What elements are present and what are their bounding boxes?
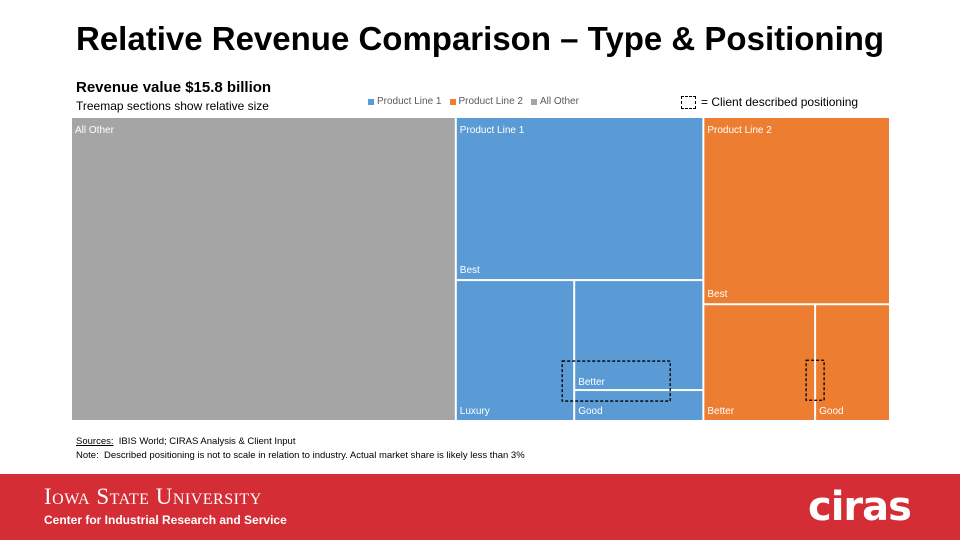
legend-item-all-other: All Other [531,96,579,107]
cell-pl1-best [456,118,703,280]
note-text: Described positioning is not to scale in… [104,450,525,461]
legend-swatch [449,98,456,105]
group-label-product-line-1: Product Line 1 [460,125,525,136]
cell-label-pl1-better: Better [578,377,605,388]
ciras-logo: ciras [808,484,912,530]
client-positioning-legend: = Client described positioning [681,95,858,109]
cell-label-pl1-good: Good [578,406,602,417]
sources-text: IBIS World; CIRAS Analysis & Client Inpu… [118,436,296,447]
note-line: Note: Described positioning is not to sc… [76,449,525,463]
chart-legend: Product Line 1 Product Line 2 All Other [368,96,579,107]
cell-pl2-good [816,305,889,420]
cell-label-pl1-luxury: Luxury [460,406,490,417]
legend-swatch [531,98,537,105]
group-label-product-line-2: Product Line 2 [707,125,772,136]
cell-pl1-good [575,391,703,420]
legend-item-product-line-1: Product Line 1 [368,96,442,107]
client-legend-label: = Client described positioning [701,95,859,109]
slide-title: Relative Revenue Comparison – Type & Pos… [76,20,885,57]
cell-label-pl2-good: Good [819,406,843,417]
revenue-value: Revenue value $15.8 billion [76,79,272,96]
client-position-marker-pl2 [805,359,825,401]
note-label: Note: [76,450,99,461]
university-wordmark: Iowa State University [44,484,262,509]
sources-line: Sources: IBIS World; CIRAS Analysis & Cl… [76,435,525,449]
center-name: Center for Industrial Research and Servi… [44,513,287,527]
legend-label: Product Line 1 [377,96,442,107]
cell-label-pl2-better: Better [707,406,734,417]
legend-label: Product Line 2 [458,96,524,107]
legend-label: All Other [540,96,579,107]
cell-pl1-luxury [456,281,574,420]
cell-pl2-better [704,305,815,420]
footer-bar [0,474,960,540]
cell-all-other [72,118,455,420]
client-position-marker-pl1 [561,360,671,402]
legend-swatch [368,98,374,105]
legend-item-product-line-2: Product Line 2 [449,96,524,107]
cell-label-all-other: All Other [75,125,115,136]
cell-label-pl1-best: Best [460,265,480,276]
treemap-caption: Treemap sections show relative size [76,99,269,113]
cell-pl1-better [575,281,703,390]
dashed-box-icon [681,95,696,109]
sources-label: Sources: [76,436,114,447]
footer-notes: Sources: IBIS World; CIRAS Analysis & Cl… [76,435,525,463]
cell-label-pl2-best: Best [707,289,727,300]
cell-pl2-best [704,118,889,304]
